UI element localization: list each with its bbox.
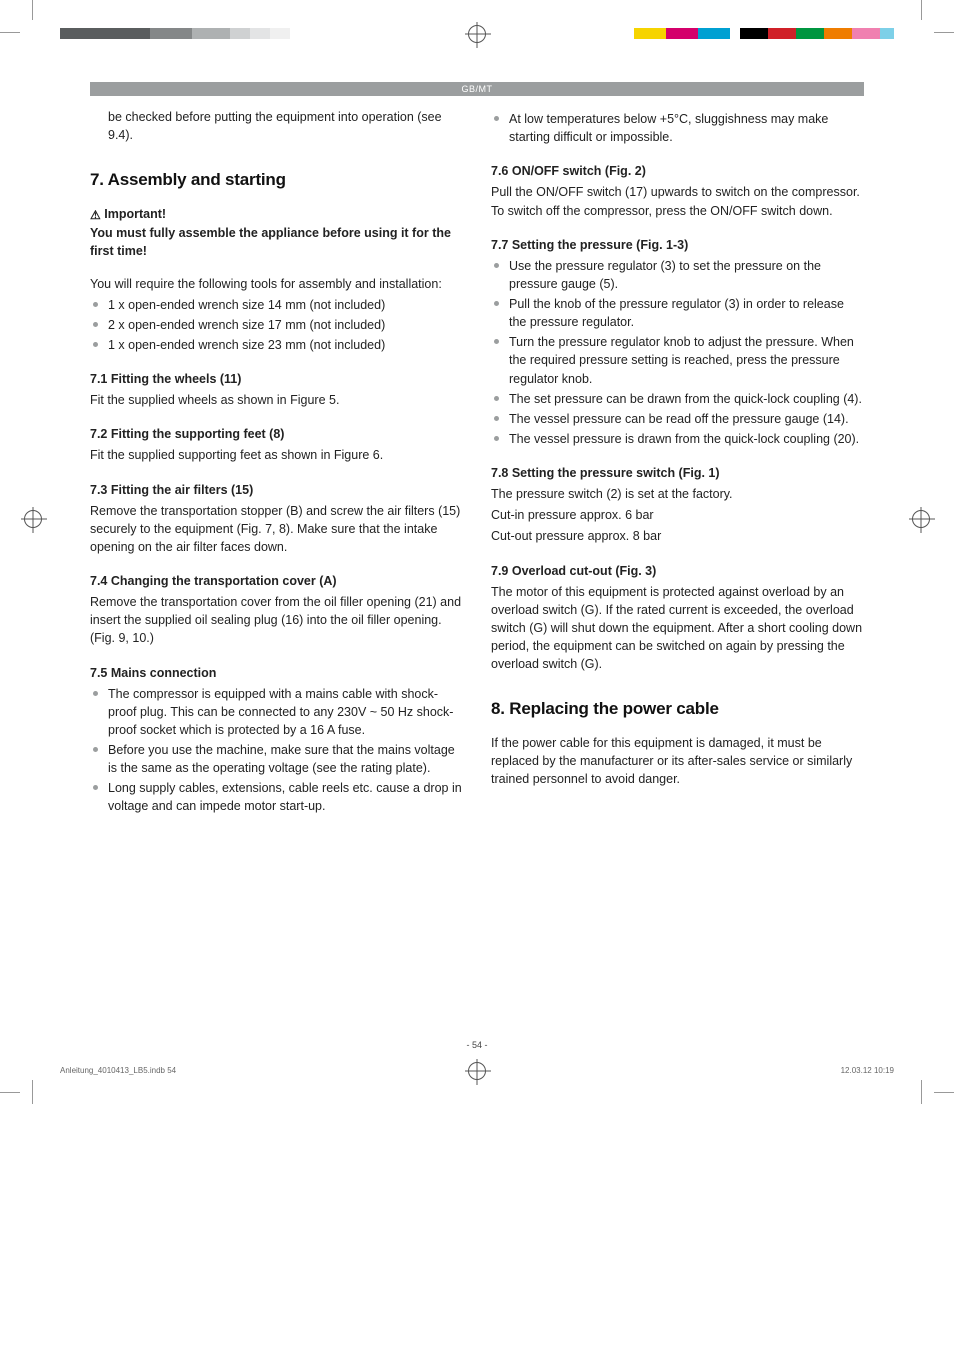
list-item: 1 x open-ended wrench size 23 mm (not in… — [90, 336, 463, 354]
footer: Anleitung_4010413_LB5.indb 54 12.03.12 1… — [60, 1066, 894, 1075]
s78-l3: Cut-out pressure approx. 8 bar — [491, 527, 864, 545]
list-item: Pull the knob of the pressure regulator … — [491, 295, 864, 331]
footer-right: 12.03.12 10:19 — [841, 1066, 894, 1075]
s73-body: Remove the transportation stopper (B) an… — [90, 502, 463, 556]
s74-head: 7.4 Changing the transportation cover (A… — [90, 572, 463, 590]
s73-head: 7.3 Fitting the air filters (15) — [90, 481, 463, 499]
color-bar-swatch — [666, 28, 698, 39]
page-header-label: GB/MT — [90, 82, 864, 96]
list-item: At low temperatures below +5°C, sluggish… — [491, 110, 864, 146]
color-bar-swatch — [192, 28, 230, 39]
left-column: be checked before putting the equipment … — [90, 108, 463, 818]
important-label: Important! — [104, 207, 166, 221]
important-block: ⚠ Important! You must fully assemble the… — [90, 205, 463, 261]
s71-body: Fit the supplied wheels as shown in Figu… — [90, 391, 463, 409]
s78-head: 7.8 Setting the pressure switch (Fig. 1) — [491, 464, 864, 482]
footer-left: Anleitung_4010413_LB5.indb 54 — [60, 1066, 176, 1075]
registration-mark-icon — [24, 510, 42, 528]
s75-list: The compressor is equipped with a mains … — [90, 685, 463, 816]
color-bar-swatch — [824, 28, 852, 39]
s74-body: Remove the transportation cover from the… — [90, 593, 463, 647]
top-right-list: At low temperatures below +5°C, sluggish… — [491, 110, 864, 146]
s78-l2: Cut-in pressure approx. 6 bar — [491, 506, 864, 524]
important-text: You must fully assemble the appliance be… — [90, 226, 451, 258]
s76-body: Pull the ON/OFF switch (17) upwards to s… — [491, 183, 864, 219]
s72-body: Fit the supplied supporting feet as show… — [90, 446, 463, 464]
section-7-title: 7. Assembly and starting — [90, 168, 463, 193]
color-bar-swatch — [796, 28, 824, 39]
list-item: Long supply cables, extensions, cable re… — [90, 779, 463, 815]
color-bar-swatch — [740, 28, 768, 39]
s78-l1: The pressure switch (2) is set at the fa… — [491, 485, 864, 503]
color-bar-swatch — [730, 28, 740, 39]
registration-mark-icon — [468, 25, 486, 43]
color-bar-swatch — [150, 28, 192, 39]
s77-list: Use the pressure regulator (3) to set th… — [491, 257, 864, 448]
color-bar-swatch — [270, 28, 290, 39]
section-8-body: If the power cable for this equipment is… — [491, 734, 864, 788]
s71-head: 7.1 Fitting the wheels (11) — [90, 370, 463, 388]
tools-intro: You will require the following tools for… — [90, 275, 463, 293]
s75-head: 7.5 Mains connection — [90, 664, 463, 682]
s79-head: 7.9 Overload cut-out (Fig. 3) — [491, 562, 864, 580]
color-bar-swatch — [698, 28, 730, 39]
section-8-title: 8. Replacing the power cable — [491, 697, 864, 722]
list-item: 2 x open-ended wrench size 17 mm (not in… — [90, 316, 463, 334]
warning-icon: ⚠ — [90, 207, 101, 224]
list-item: Use the pressure regulator (3) to set th… — [491, 257, 864, 293]
color-bar-swatch — [250, 28, 270, 39]
color-bar-swatch — [60, 28, 150, 39]
list-item: Turn the pressure regulator knob to adju… — [491, 333, 864, 387]
list-item: Before you use the machine, make sure th… — [90, 741, 463, 777]
list-item: The vessel pressure is drawn from the qu… — [491, 430, 864, 448]
list-item: The compressor is equipped with a mains … — [90, 685, 463, 739]
color-bar-swatch — [768, 28, 796, 39]
s77-head: 7.7 Setting the pressure (Fig. 1-3) — [491, 236, 864, 254]
list-item: The set pressure can be drawn from the q… — [491, 390, 864, 408]
page-number: - 54 - — [466, 1040, 487, 1050]
page-body: be checked before putting the equipment … — [90, 108, 864, 818]
color-bar-swatch — [852, 28, 880, 39]
intro-tail: be checked before putting the equipment … — [90, 108, 463, 144]
s72-head: 7.2 Fitting the supporting feet (8) — [90, 425, 463, 443]
tools-list: 1 x open-ended wrench size 14 mm (not in… — [90, 296, 463, 354]
color-bar-swatch — [230, 28, 250, 39]
s76-head: 7.6 ON/OFF switch (Fig. 2) — [491, 162, 864, 180]
list-item: 1 x open-ended wrench size 14 mm (not in… — [90, 296, 463, 314]
registration-mark-icon — [912, 510, 930, 528]
s79-body: The motor of this equipment is protected… — [491, 583, 864, 674]
color-bar-swatch — [634, 28, 666, 39]
list-item: The vessel pressure can be read off the … — [491, 410, 864, 428]
color-bar-swatch — [290, 28, 334, 39]
color-bar-swatch — [880, 28, 894, 39]
right-column: At low temperatures below +5°C, sluggish… — [491, 108, 864, 818]
